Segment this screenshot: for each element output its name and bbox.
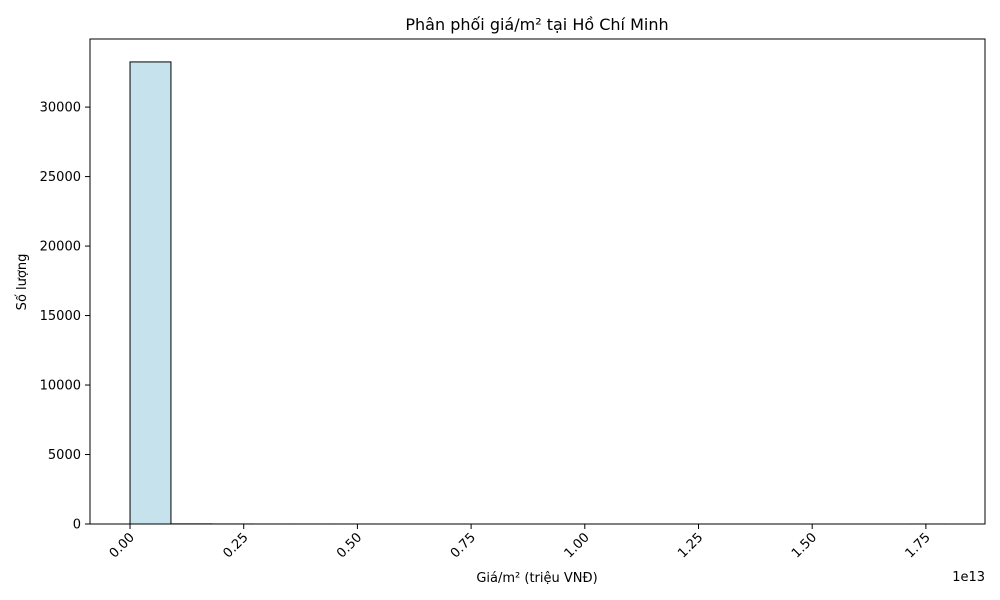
x-tick-label: 0.00: [107, 530, 138, 561]
y-axis: 0 5000 10000 15000 20000 25000 30000: [40, 101, 90, 533]
chart-title: Phân phối giá/m² tại Hồ Chí Minh: [405, 15, 668, 34]
histogram-bar: [129, 61, 172, 525]
y-tick-label: 0: [73, 518, 81, 533]
y-tick-label: 25000: [40, 170, 81, 185]
x-axis-offset-label: 1e13: [952, 570, 985, 585]
plot-area: [129, 61, 950, 525]
y-axis-label: Số lượng: [15, 254, 30, 311]
x-axis-label: Giá/m² (triệu VNĐ): [476, 571, 597, 586]
x-tick-label: 1.75: [903, 530, 934, 561]
x-tick-label: 1.00: [562, 530, 593, 561]
x-tick-label: 1.25: [675, 530, 706, 561]
y-tick-label: 20000: [40, 240, 81, 255]
axes-frame: [89, 38, 986, 525]
y-tick-label: 15000: [40, 309, 81, 324]
x-tick-label: 0.25: [220, 530, 251, 561]
x-axis: 0.00 0.25 0.50 0.75 1.00 1.25 1.50 1.75: [107, 524, 934, 561]
y-tick-label: 30000: [40, 101, 81, 116]
y-tick-label: 5000: [48, 448, 81, 463]
x-tick-label: 1.50: [789, 530, 820, 561]
y-tick-label: 10000: [40, 379, 81, 394]
x-tick-label: 0.50: [334, 530, 365, 561]
x-tick-label: 0.75: [448, 530, 479, 561]
